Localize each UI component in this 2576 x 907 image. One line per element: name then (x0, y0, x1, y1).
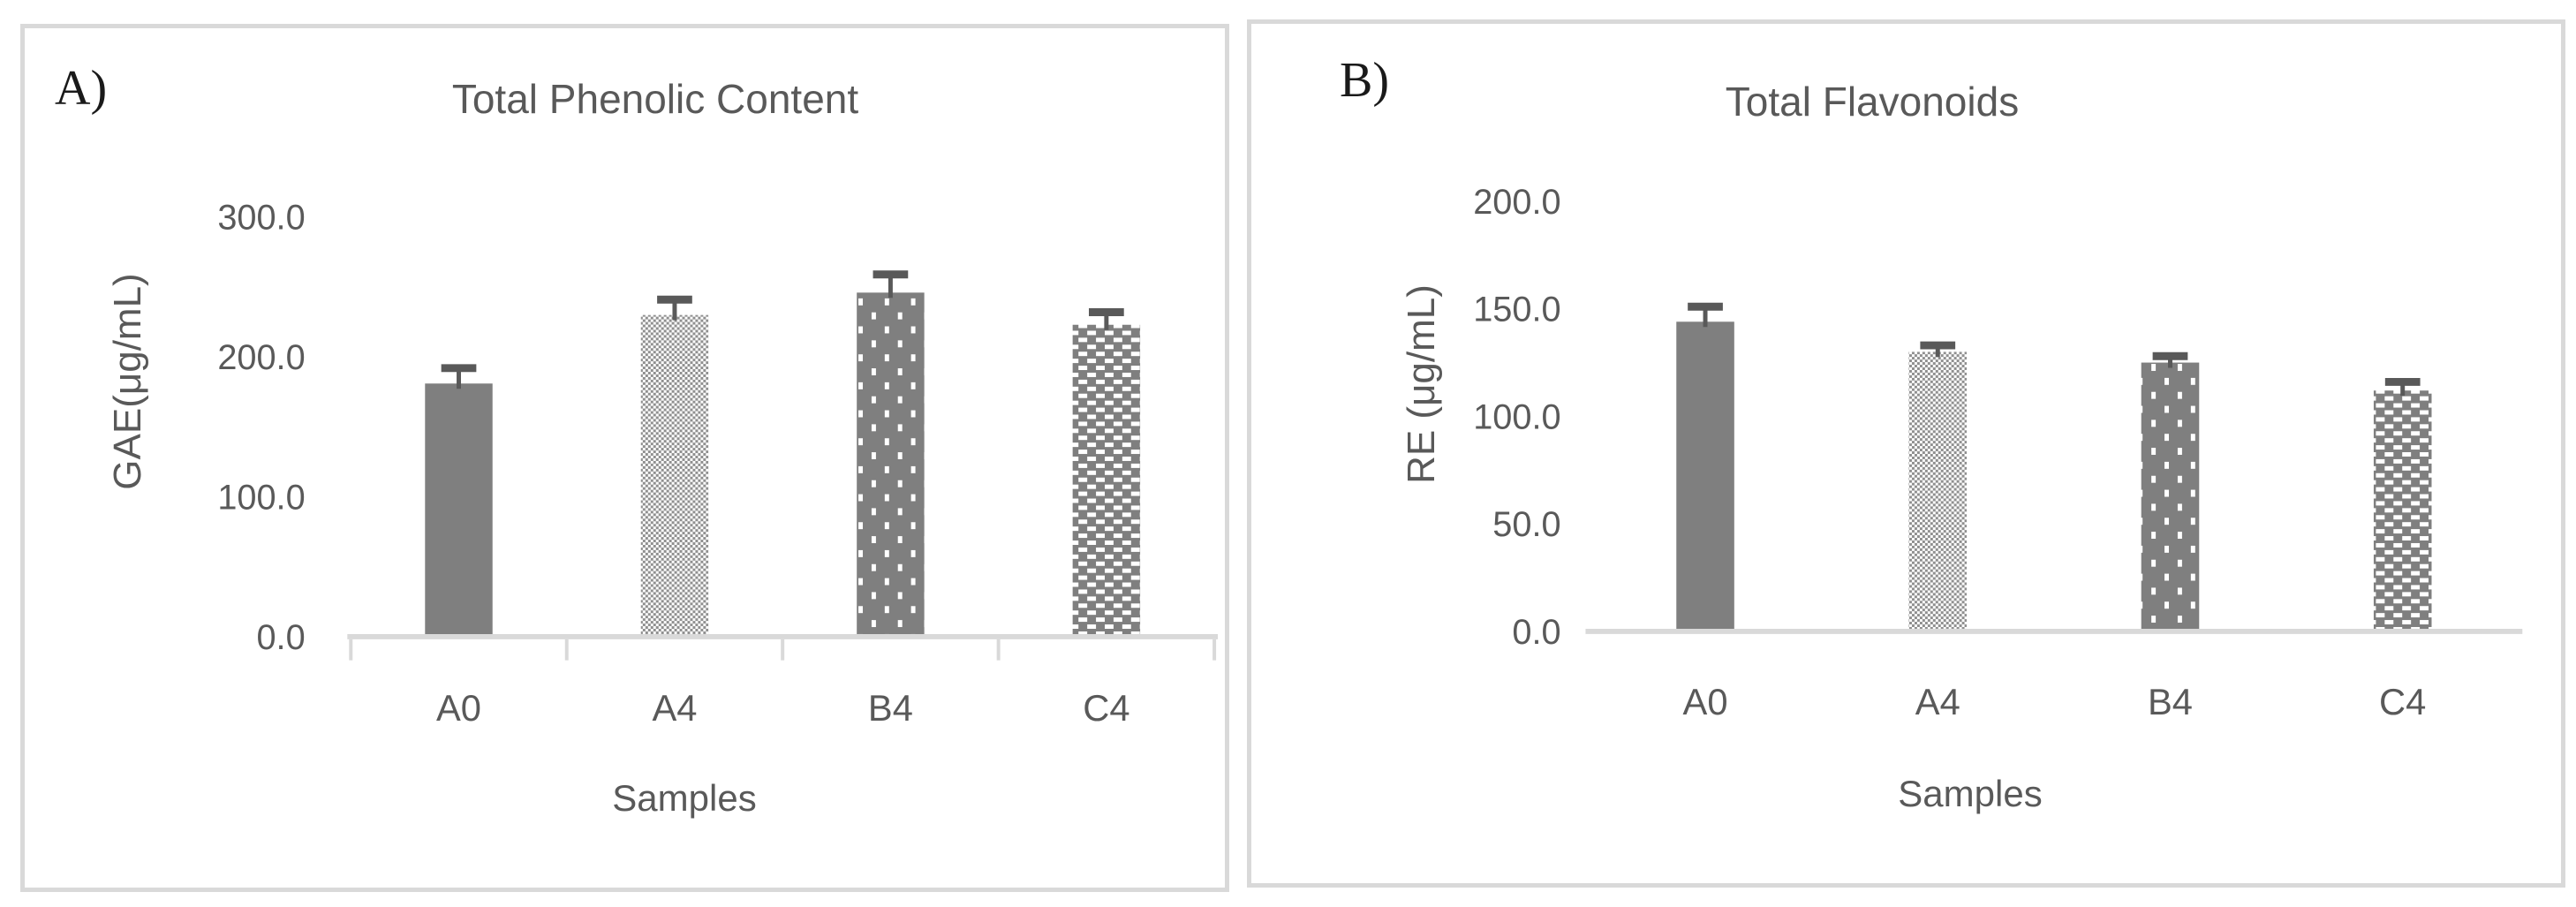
svg-text:300.0: 300.0 (217, 199, 305, 238)
svg-text:150.0: 150.0 (1473, 291, 1560, 329)
svg-text:0.0: 0.0 (256, 618, 305, 657)
panel-b-bar-chart: 0.0 50.0 100.0 150.0 200.0 A0 A4 B4 C4 (1473, 183, 2523, 722)
x-tick-label-B4: B4 (868, 687, 913, 729)
panel-a-total-phenolic-content: A) Total Phenolic Content GAE(μg/mL) Sam… (20, 24, 1229, 892)
svg-text:200.0: 200.0 (1473, 183, 1560, 222)
x-tick-label-C4: C4 (2379, 681, 2426, 722)
panel-a-title: Total Phenolic Content (451, 76, 859, 122)
bar-C4 (1072, 324, 1141, 637)
svg-text:100.0: 100.0 (1473, 397, 1560, 436)
panel-b-x-axis-title: Samples (1898, 773, 2043, 814)
bar-A4 (640, 314, 709, 637)
panel-a-bar-chart: 0.0 100.0 200.0 300.0 A0 A4 B4 C4 (217, 199, 1219, 729)
panel-b-corner-label: B) (1340, 53, 1389, 108)
x-tick-label-A4: A4 (652, 687, 697, 729)
panel-b-total-flavonoids: B) Total Flavonoids RE (μg/mL) Samples 0… (1247, 19, 2565, 888)
svg-text:50.0: 50.0 (1492, 505, 1560, 544)
x-tick-label-B4: B4 (2148, 681, 2193, 722)
x-tick-label-A4: A4 (1915, 681, 1960, 722)
panel-b-title: Total Flavonoids (1725, 79, 2020, 125)
bar-C4 (2373, 390, 2432, 631)
bar-A4 (1908, 351, 1968, 631)
x-tick-label-C4: C4 (1083, 687, 1129, 729)
panel-a-x-axis-title: Samples (612, 777, 757, 819)
bar-A0 (1676, 321, 1734, 631)
svg-text:200.0: 200.0 (217, 338, 305, 377)
bar-B4 (857, 292, 925, 637)
x-tick-label-A0: A0 (1683, 681, 1728, 722)
bar-A0 (425, 383, 493, 637)
panel-a-corner-label: A) (55, 61, 108, 116)
svg-text:100.0: 100.0 (217, 478, 305, 517)
svg-text:0.0: 0.0 (1512, 613, 1560, 652)
bar-B4 (2141, 362, 2200, 631)
x-tick-label-A0: A0 (436, 687, 481, 729)
